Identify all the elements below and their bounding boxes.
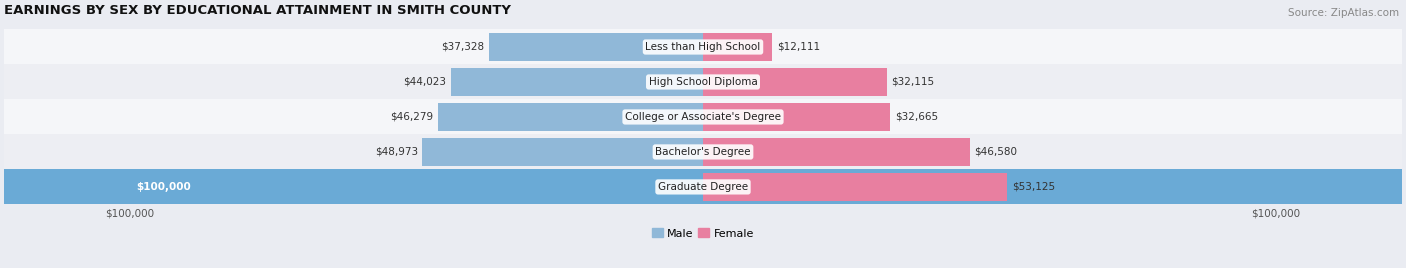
Text: $32,115: $32,115 bbox=[891, 77, 935, 87]
Text: $48,973: $48,973 bbox=[375, 147, 418, 157]
Bar bbox=[4, 65, 1402, 99]
Legend: Male, Female: Male, Female bbox=[647, 224, 759, 243]
Bar bbox=[703, 173, 1007, 201]
Bar bbox=[451, 68, 703, 96]
Text: $44,023: $44,023 bbox=[404, 77, 446, 87]
Text: EARNINGS BY SEX BY EDUCATIONAL ATTAINMENT IN SMITH COUNTY: EARNINGS BY SEX BY EDUCATIONAL ATTAINMEN… bbox=[4, 4, 512, 17]
Text: Graduate Degree: Graduate Degree bbox=[658, 182, 748, 192]
Bar bbox=[703, 33, 772, 61]
Text: College or Associate's Degree: College or Associate's Degree bbox=[626, 112, 780, 122]
Text: $32,665: $32,665 bbox=[894, 112, 938, 122]
Text: Less than High School: Less than High School bbox=[645, 42, 761, 52]
Bar bbox=[4, 29, 1402, 65]
Text: High School Diploma: High School Diploma bbox=[648, 77, 758, 87]
Bar bbox=[422, 137, 703, 166]
Bar bbox=[703, 68, 887, 96]
Bar bbox=[131, 173, 703, 201]
Bar bbox=[437, 103, 703, 131]
Text: $46,580: $46,580 bbox=[974, 147, 1018, 157]
Text: $100,000: $100,000 bbox=[136, 182, 191, 192]
Text: $100,000: $100,000 bbox=[105, 209, 155, 219]
Bar bbox=[4, 135, 1402, 169]
Text: Source: ZipAtlas.com: Source: ZipAtlas.com bbox=[1288, 8, 1399, 18]
Text: $46,279: $46,279 bbox=[391, 112, 433, 122]
Text: $53,125: $53,125 bbox=[1012, 182, 1054, 192]
Bar bbox=[703, 137, 970, 166]
Bar bbox=[4, 169, 1402, 204]
Text: $100,000: $100,000 bbox=[1251, 209, 1301, 219]
Bar bbox=[4, 99, 1402, 135]
Text: $37,328: $37,328 bbox=[441, 42, 485, 52]
Text: $12,111: $12,111 bbox=[778, 42, 820, 52]
Bar bbox=[703, 103, 890, 131]
Text: Bachelor's Degree: Bachelor's Degree bbox=[655, 147, 751, 157]
Bar bbox=[489, 33, 703, 61]
